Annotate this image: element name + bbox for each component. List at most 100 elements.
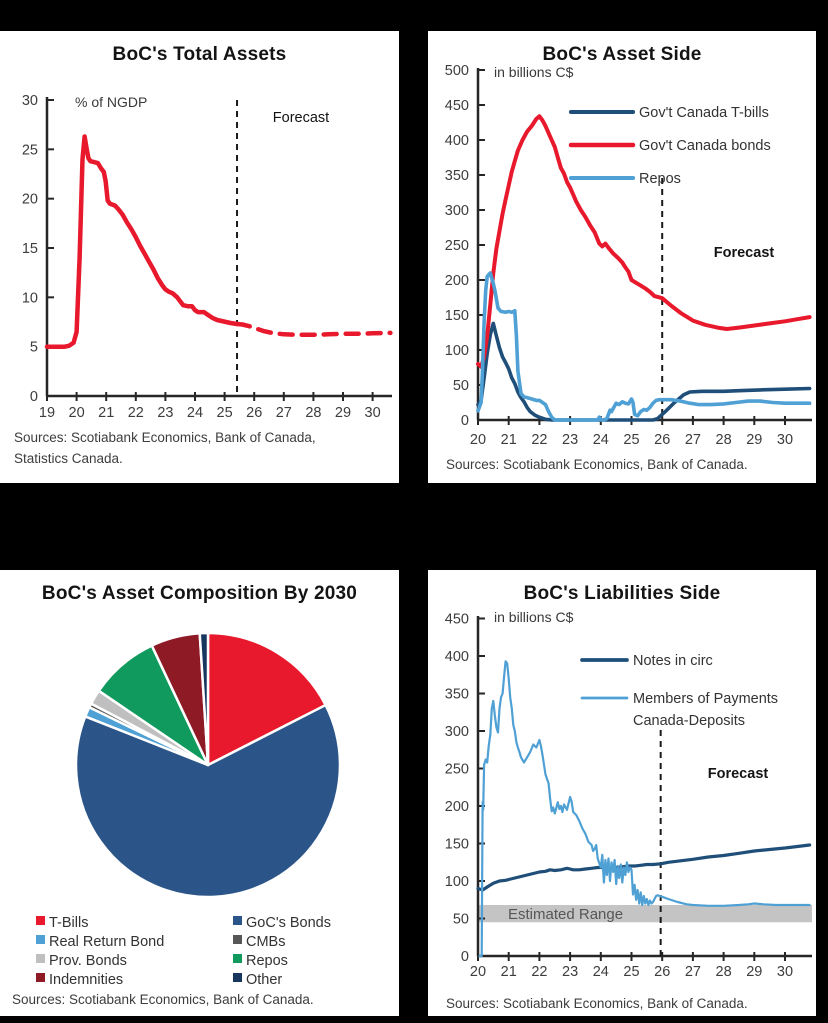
legend-swatch-cmbs [233, 935, 242, 944]
pie-slice-t-bills [206, 631, 327, 767]
legend-label-t-bills: T-Bills [49, 915, 88, 931]
y-tick-label: 100 [445, 343, 469, 359]
legend-swatch-t-bills [36, 916, 45, 925]
y-tick-label: 400 [445, 649, 469, 665]
y-tick-label: 50 [453, 912, 469, 928]
y-tick-label: 450 [445, 98, 469, 114]
x-tick-label: 30 [777, 964, 793, 980]
legend-swatch-goc-s-bonds [233, 916, 242, 925]
estimated-range-band [479, 905, 812, 923]
x-tick-label: 22 [128, 405, 144, 421]
x-tick-label: 25 [623, 964, 639, 980]
legend-swatch-indemnities [36, 973, 45, 982]
series-history [44, 134, 240, 349]
x-tick-label: 25 [217, 405, 233, 421]
x-tick-label: 19 [39, 405, 55, 421]
x-tick-label: 20 [69, 405, 85, 421]
y-tick-label: 200 [445, 273, 469, 289]
x-tick-label: 28 [716, 964, 732, 980]
y-tick-label: 450 [445, 612, 469, 628]
y-tick-label: 0 [461, 949, 469, 965]
asset-composition-pie-chart: T-Bills GoC's Bonds Real Return Bond CMBs Pr… [36, 631, 342, 988]
x-tick-label: 23 [562, 964, 578, 980]
chart-title-asset-side: BoC's Asset Side [542, 44, 702, 65]
x-tick-label: 24 [593, 432, 609, 448]
legend-label-other: Other [246, 972, 282, 988]
forecast-label: Forecast [273, 110, 329, 126]
series-notes-in-circ [476, 843, 812, 892]
panel-total-assets: BoC's Total Assets 0 5 10 15 20 25 30 19 20 21 22 2… [0, 31, 399, 483]
y-tick-label: 10 [22, 290, 38, 306]
y-tick-label: 300 [445, 203, 469, 219]
x-tick-label: 26 [654, 432, 670, 448]
forecast-label: Forecast [708, 766, 769, 782]
x-tick-label: 27 [685, 432, 701, 448]
panel-asset-side: BoC's Asset Side 0 50 100 150 200 250 300 350 40… [428, 31, 816, 483]
x-tick-label: 26 [246, 405, 262, 421]
x-tick-label: 27 [276, 405, 292, 421]
y-tick-label: 500 [445, 63, 469, 79]
x-tick-label: 29 [335, 405, 351, 421]
series-gov-t-canada-t-bills [476, 321, 812, 422]
x-tick-label: 29 [746, 964, 762, 980]
x-tick-label: 30 [365, 405, 381, 421]
legend-label-real-return-bond: Real Return Bond [49, 934, 164, 950]
legend-label-members-of-payments-canada-deposits: Members of Payments [633, 691, 778, 707]
y-tick-label: 150 [445, 837, 469, 853]
chart-title-total-assets: BoC's Total Assets [112, 44, 287, 65]
x-tick-label: 22 [531, 432, 547, 448]
x-tick-label: 21 [501, 432, 517, 448]
x-tick-label: 24 [593, 964, 609, 980]
legend-label-notes-in-circ: Notes in circ [633, 653, 713, 669]
x-tick-label: 21 [501, 964, 517, 980]
x-tick-label: 21 [98, 405, 114, 421]
legend-swatch-prov-bonds [36, 954, 45, 963]
x-tick-label: 20 [470, 432, 486, 448]
x-tick-label: 22 [531, 964, 547, 980]
sources-note: Sources: Scotiabank Economics, Bank of C… [14, 427, 316, 469]
chart-title-asset-composition: BoC's Asset Composition By 2030 [41, 583, 358, 604]
legend-swatch-other [233, 973, 242, 982]
x-tick-label: 23 [157, 405, 173, 421]
sources-note: Sources: Scotiabank Economics, Bank of C… [446, 993, 748, 1014]
y-tick-label: 400 [445, 133, 469, 149]
y-tick-label: 150 [445, 308, 469, 324]
legend-label-repos: Repos [246, 953, 288, 969]
pie-slice-other [198, 631, 210, 767]
x-tick-label: 20 [470, 964, 486, 980]
x-tick-label: 28 [716, 432, 732, 448]
legend-label-gov-t-canada-t-bills: Gov't Canada T-bills [639, 105, 769, 121]
x-tick-label: 26 [654, 964, 670, 980]
y-tick-label: 0 [461, 413, 469, 429]
y-tick-label: 50 [453, 378, 469, 394]
sources-note: Sources: Scotiabank Economics, Bank of C… [446, 454, 748, 475]
y-tick-label: 0 [30, 389, 38, 405]
x-tick-label: 27 [685, 964, 701, 980]
chart-title-liabilities-side: BoC's Liabilities Side [523, 583, 721, 604]
legend-label-members-of-payments-canada-deposits: Canada-Deposits [633, 713, 745, 729]
x-tick-label: 23 [562, 432, 578, 448]
sources-line: Statistics Canada. [14, 451, 123, 466]
y-tick-label: 250 [445, 762, 469, 778]
series-repos [476, 271, 812, 422]
sources-line: Sources: Scotiabank Economics, Bank of C… [12, 992, 314, 1007]
legend-label-prov-bonds: Prov. Bonds [49, 953, 127, 969]
axis-unit-label: in billions C$ [494, 609, 574, 625]
y-tick-label: 25 [22, 142, 38, 158]
x-tick-label: 29 [746, 432, 762, 448]
series-forecast [234, 321, 393, 338]
legend-swatch-real-return-bond [36, 935, 45, 944]
liabilities-side-line-chart: Estimated Range 0 50 100 150 200 250 300 350 400 4… [445, 609, 812, 980]
x-tick-label: 24 [187, 405, 203, 421]
y-tick-label: 300 [445, 724, 469, 740]
legend-swatch-repos [233, 954, 242, 963]
y-tick-label: 20 [22, 192, 38, 208]
pie-slice-goc-s-bonds [74, 703, 342, 899]
sources-line: Sources: Scotiabank Economics, Bank of C… [14, 430, 316, 445]
total-assets-line-chart: 0 5 10 15 20 25 30 19 20 21 22 23 24 25 26 27 28 29 30 % of… [22, 93, 393, 421]
legend-label-gov-t-canada-bonds: Gov't Canada bonds [639, 138, 771, 154]
y-tick-label: 30 [22, 93, 38, 109]
y-tick-label: 350 [445, 168, 469, 184]
y-tick-label: 350 [445, 687, 469, 703]
